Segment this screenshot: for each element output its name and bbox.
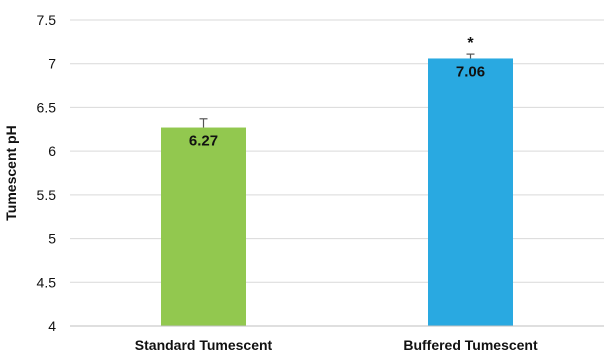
y-tick-label: 5 xyxy=(48,231,56,247)
y-tick-label: 6 xyxy=(48,143,56,159)
y-tick-label: 4.5 xyxy=(37,274,57,290)
significance-marker: * xyxy=(467,35,474,52)
data-labels: 6.27 7.06 xyxy=(189,63,485,149)
bar-standard-tumescent xyxy=(161,127,246,326)
error-bars xyxy=(199,53,475,128)
y-tick-label: 7 xyxy=(48,56,56,72)
data-label: 7.06 xyxy=(456,63,485,80)
annotations: * xyxy=(467,35,474,52)
x-category-label: Buffered Tumescent xyxy=(403,337,538,353)
data-label: 6.27 xyxy=(189,133,218,150)
bar-buffered-tumescent xyxy=(428,58,513,327)
x-category-label: Standard Tumescent xyxy=(135,337,273,353)
bars xyxy=(161,58,513,327)
y-tick-label: 5.5 xyxy=(37,187,57,203)
category-labels: Standard Tumescent Buffered Tumescent xyxy=(135,337,538,353)
y-tick-labels: 4 4.5 5 5.5 6 6.5 7 7.5 xyxy=(37,12,57,334)
gridlines xyxy=(70,19,604,283)
y-axis-title: Tumescent pH xyxy=(3,125,19,220)
y-tick-label: 7.5 xyxy=(37,12,57,28)
y-tick-label: 4 xyxy=(48,318,56,334)
y-tick-label: 6.5 xyxy=(37,99,57,115)
